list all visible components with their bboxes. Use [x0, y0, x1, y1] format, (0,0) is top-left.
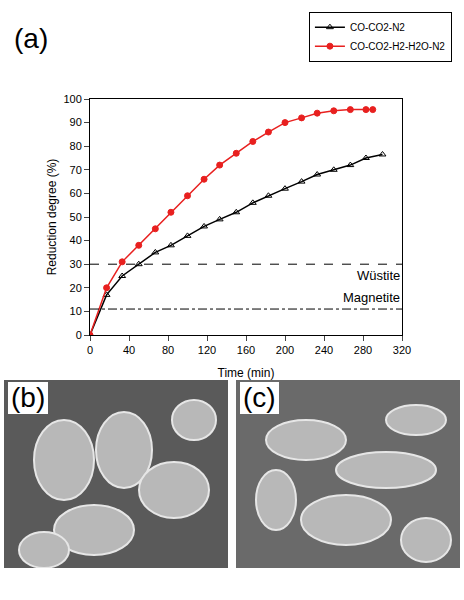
html-text:(c): (c) — [243, 382, 276, 413]
svg-text:80: 80 — [162, 344, 174, 356]
svg-text:240: 240 — [315, 344, 333, 356]
svg-text:Magnetite: Magnetite — [343, 290, 400, 305]
svg-text:40: 40 — [70, 234, 82, 246]
svg-text:40: 40 — [123, 344, 135, 356]
svg-text:80: 80 — [70, 140, 82, 152]
svg-text:100: 100 — [63, 93, 81, 105]
svg-text:320: 320 — [393, 344, 411, 356]
svg-text:200: 200 — [276, 344, 294, 356]
svg-text:280: 280 — [354, 344, 372, 356]
svg-text:70: 70 — [70, 164, 82, 176]
html-text:(b): (b) — [11, 382, 46, 413]
svg-text:CO-CO2-N2: CO-CO2-N2 — [350, 22, 405, 33]
svg-text:0: 0 — [76, 329, 82, 341]
svg-text:160: 160 — [237, 344, 255, 356]
svg-text:90: 90 — [70, 116, 82, 128]
svg-text:Wüstite: Wüstite — [357, 268, 400, 283]
svg-text:30: 30 — [70, 258, 82, 270]
svg-text:Time (min): Time (min) — [218, 366, 275, 380]
svg-text:20: 20 — [70, 282, 82, 294]
svg-text:120: 120 — [198, 344, 216, 356]
svg-text:50: 50 — [70, 211, 82, 223]
svg-text:60: 60 — [70, 187, 82, 199]
svg-text:(a): (a) — [14, 23, 48, 54]
svg-text:0: 0 — [87, 344, 93, 356]
svg-text:Reduction degree (%): Reduction degree (%) — [45, 159, 59, 276]
svg-text:10: 10 — [70, 305, 82, 317]
svg-text:CO-CO2-H2-H2O-N2: CO-CO2-H2-H2O-N2 — [350, 41, 445, 52]
